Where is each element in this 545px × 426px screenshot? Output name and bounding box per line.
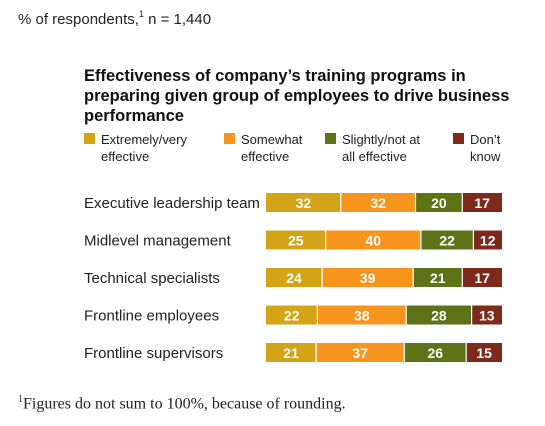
bar-segment-slightly-not-at-all-effective [413, 268, 463, 287]
bar-segment-extremely-very-effective [266, 268, 323, 287]
data-label: 38 [354, 308, 370, 324]
data-label: 28 [431, 308, 447, 324]
data-label: 15 [476, 345, 492, 361]
bar-segment-don-t-know [462, 193, 502, 212]
bar-segment-slightly-not-at-all-effective [420, 230, 474, 250]
data-label: 22 [439, 233, 455, 249]
legend-swatch [84, 133, 95, 144]
legend-swatch [453, 133, 464, 144]
data-label: 32 [370, 195, 386, 211]
legend-swatch [325, 133, 336, 144]
data-label: 37 [352, 345, 368, 361]
respondents-prefix: % of respondents, [18, 11, 139, 28]
legend-label: Extremely/very effective [101, 132, 187, 164]
data-label: 13 [479, 308, 495, 324]
data-label: 32 [296, 195, 312, 211]
footnote: 1Figures do not sum to 100%, because of … [18, 394, 346, 413]
data-label: 40 [365, 233, 381, 249]
bar-segment-slightly-not-at-all-effective [406, 305, 472, 325]
chart-title: Effectiveness of company’s training prog… [84, 67, 510, 125]
bar-segment-somewhat-effective [325, 230, 421, 250]
legend-label: Slightly/not at all effective [342, 132, 421, 164]
footnote-marker: 1 [138, 9, 144, 19]
category-label: Technical specialists [84, 270, 220, 287]
data-label: 21 [430, 270, 446, 286]
bar-segment-somewhat-effective [340, 193, 416, 212]
data-label: 26 [427, 345, 443, 361]
respondents-count: n = 1,440 [148, 11, 212, 28]
bar-segment-extremely-very-effective [266, 305, 318, 325]
bar-segment-don-t-know [471, 305, 502, 325]
segment-connector-line [461, 193, 474, 362]
data-label: 20 [431, 195, 447, 211]
category-label: Midlevel management [84, 233, 232, 250]
category-label: Executive leadership team [84, 195, 260, 212]
data-label: 21 [283, 345, 299, 361]
bar-segment-slightly-not-at-all-effective [404, 343, 467, 362]
bar-segment-slightly-not-at-all-effective [415, 193, 463, 212]
category-label: Frontline supervisors [84, 345, 223, 362]
bar-segment-extremely-very-effective [266, 193, 341, 212]
bar-segment-somewhat-effective [317, 305, 407, 325]
bar-segment-don-t-know [473, 230, 502, 250]
category-label: Frontline employees [84, 308, 219, 325]
data-label: 24 [286, 270, 302, 286]
data-label: 12 [480, 233, 496, 249]
data-label: 17 [474, 195, 490, 211]
data-label: 25 [288, 233, 304, 249]
legend-label: Somewhat effective [241, 132, 303, 164]
data-label: 39 [360, 270, 376, 286]
bar-segment-somewhat-effective [322, 268, 414, 287]
data-label: 17 [474, 270, 490, 286]
footnote-marker: 1 [18, 394, 23, 405]
segment-connector-line [403, 193, 422, 362]
bar-segment-extremely-very-effective [266, 343, 317, 362]
legend-label: Don’t know [470, 132, 501, 164]
bar-segment-somewhat-effective [316, 343, 405, 362]
segment-connector-line [315, 193, 342, 362]
bar-segment-don-t-know [462, 268, 502, 287]
data-label: 22 [284, 308, 300, 324]
respondents-note: % of respondents,1 n = 1,440 [18, 9, 212, 28]
footnote-text: Figures do not sum to 100%, because of r… [23, 395, 346, 413]
bar-segment-don-t-know [466, 343, 502, 362]
bar-segment-extremely-very-effective [266, 230, 326, 250]
legend-swatch [224, 133, 235, 144]
